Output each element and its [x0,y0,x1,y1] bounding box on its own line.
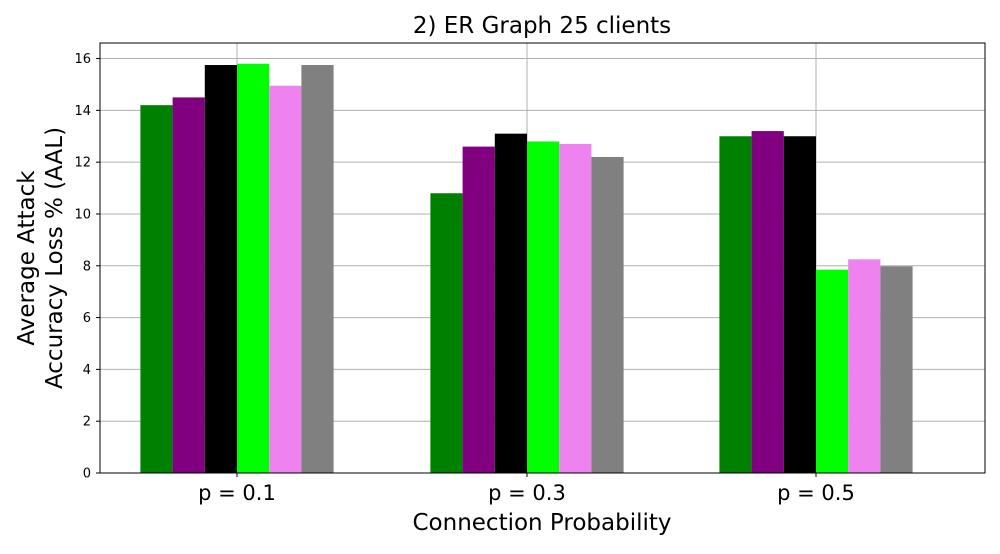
ticks: 0 2 4 6 8 10 12 14 16 p = 0.1 p = 0.3 p = 0.5 [74,52,854,505]
bar [462,146,495,474]
chart-title: 2) ER Graph 25 clients [413,13,671,39]
y-tick-label: 6 [83,311,91,326]
y-tick-label: 4 [83,363,91,378]
x-axis-label: Connection Probability [412,510,671,536]
bar [527,141,560,473]
plot-frame [99,42,986,474]
bar [848,259,881,473]
x-tick-label: p = 0.5 [777,481,855,505]
y-axis-label-line-1: Average Attack [14,170,40,346]
bar [783,136,816,473]
x-tick-label: p = 0.1 [198,481,276,505]
bar [237,63,270,473]
bar [559,144,592,473]
bar [494,133,527,473]
y-tick-label: 16 [74,52,91,67]
bar [816,269,849,473]
bar [719,136,752,473]
x-tick-label: p = 0.3 [488,481,566,505]
bar [204,65,237,474]
y-tick-label: 2 [83,415,91,430]
bar [301,65,334,474]
y-tick-label: 12 [74,156,91,171]
y-axis-label-line-2: Accuracy Loss % (AAL) [42,127,68,389]
y-tick-label: 10 [74,207,91,222]
y-tick-label: 0 [83,467,91,482]
bars [140,63,913,474]
bar [269,85,302,474]
bar [430,193,463,474]
y-tick-label: 14 [74,104,91,119]
bar [880,266,913,473]
y-tick-label: 8 [83,259,91,274]
bar [172,97,205,474]
bar [140,105,173,474]
bar [591,156,624,474]
bar [751,131,784,473]
